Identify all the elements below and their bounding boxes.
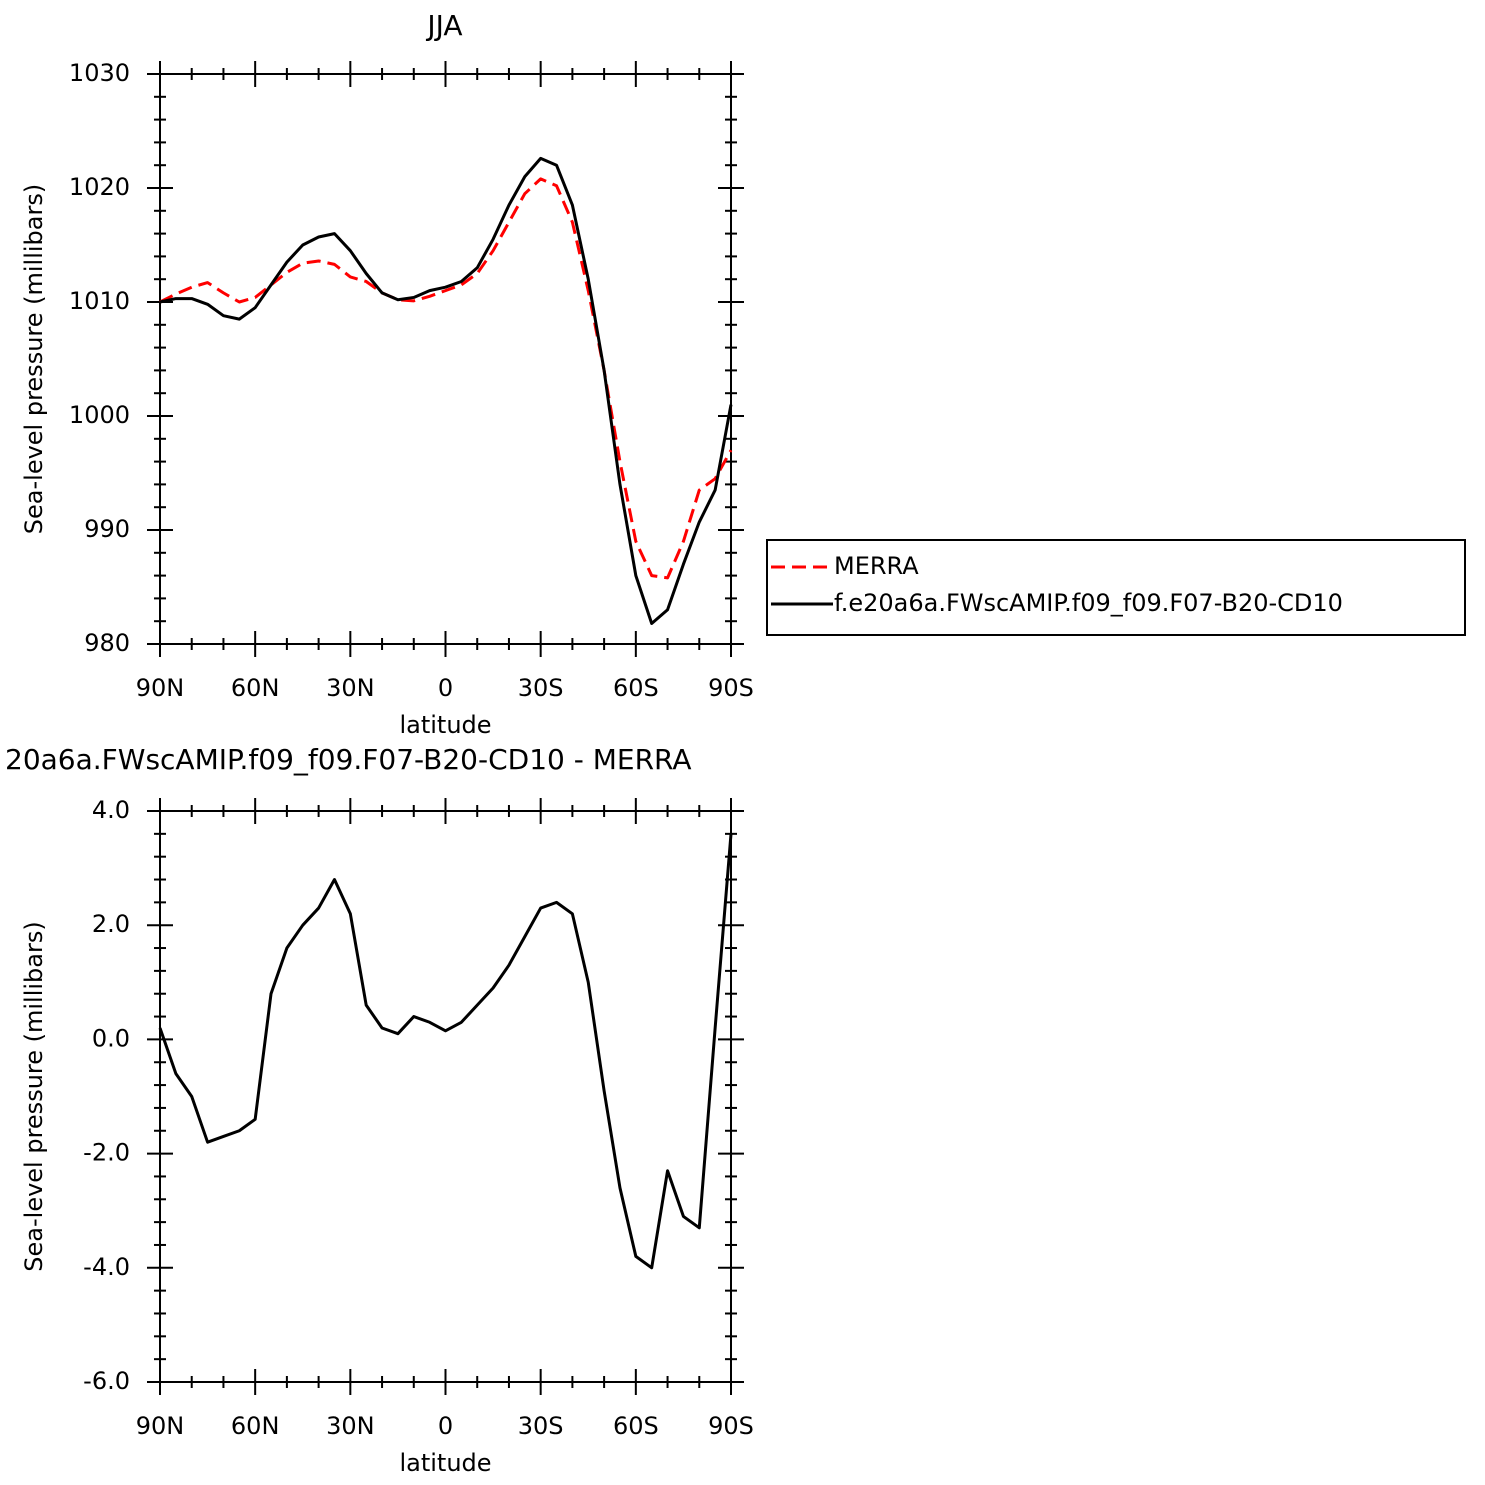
x-tick-label: 0 <box>438 1412 453 1440</box>
x-tick-label: 60N <box>231 674 280 702</box>
x-tick-label: 60S <box>613 1412 659 1440</box>
plot-frame <box>159 810 732 1383</box>
legend-box <box>766 539 1466 636</box>
x-tick-label: 90N <box>136 674 185 702</box>
x-tick-label: 90S <box>708 674 754 702</box>
x-tick-label: 0 <box>438 674 453 702</box>
y-tick-label: 4.0 <box>92 796 130 824</box>
y-tick-label: -6.0 <box>83 1367 130 1395</box>
y-tick-label: 1020 <box>69 173 130 201</box>
y-axis-label: Sea-level pressure (millibars) <box>20 921 48 1271</box>
y-tick-label: 990 <box>84 515 130 543</box>
x-tick-label: 60S <box>613 674 659 702</box>
y-axis-label: Sea-level pressure (millibars) <box>20 184 48 534</box>
x-tick-label: 90N <box>136 1412 185 1440</box>
y-tick-label: 1030 <box>69 59 130 87</box>
y-tick-label: -4.0 <box>83 1253 130 1281</box>
y-tick-label: -2.0 <box>83 1139 130 1167</box>
legend-label: MERRA <box>834 552 919 580</box>
y-tick-label: 1010 <box>69 287 130 315</box>
data-line <box>158 833 733 1270</box>
data-line <box>159 156 733 625</box>
y-tick-label: 2.0 <box>92 910 130 938</box>
y-tick-label: 0.0 <box>92 1024 130 1052</box>
x-tick-label: 30S <box>518 674 564 702</box>
legend-label: f.e20a6a.FWscAMIP.f09_f09.F07-B20-CD10 <box>834 589 1343 617</box>
x-tick-label: 90S <box>708 1412 754 1440</box>
chart-title: JJA <box>425 9 462 42</box>
x-tick-label: 30N <box>326 674 375 702</box>
chart-title: 20a6a.FWscAMIP.f09_f09.F07-B20-CD10 - ME… <box>5 743 692 776</box>
x-tick-label: 60N <box>231 1412 280 1440</box>
x-tick-label: 30S <box>518 1412 564 1440</box>
x-axis-label: latitude <box>399 1449 491 1477</box>
data-line <box>159 177 733 580</box>
x-axis-label: latitude <box>399 711 491 739</box>
x-tick-label: 30N <box>326 1412 375 1440</box>
y-tick-label: 980 <box>84 629 130 657</box>
y-tick-label: 1000 <box>69 401 130 429</box>
